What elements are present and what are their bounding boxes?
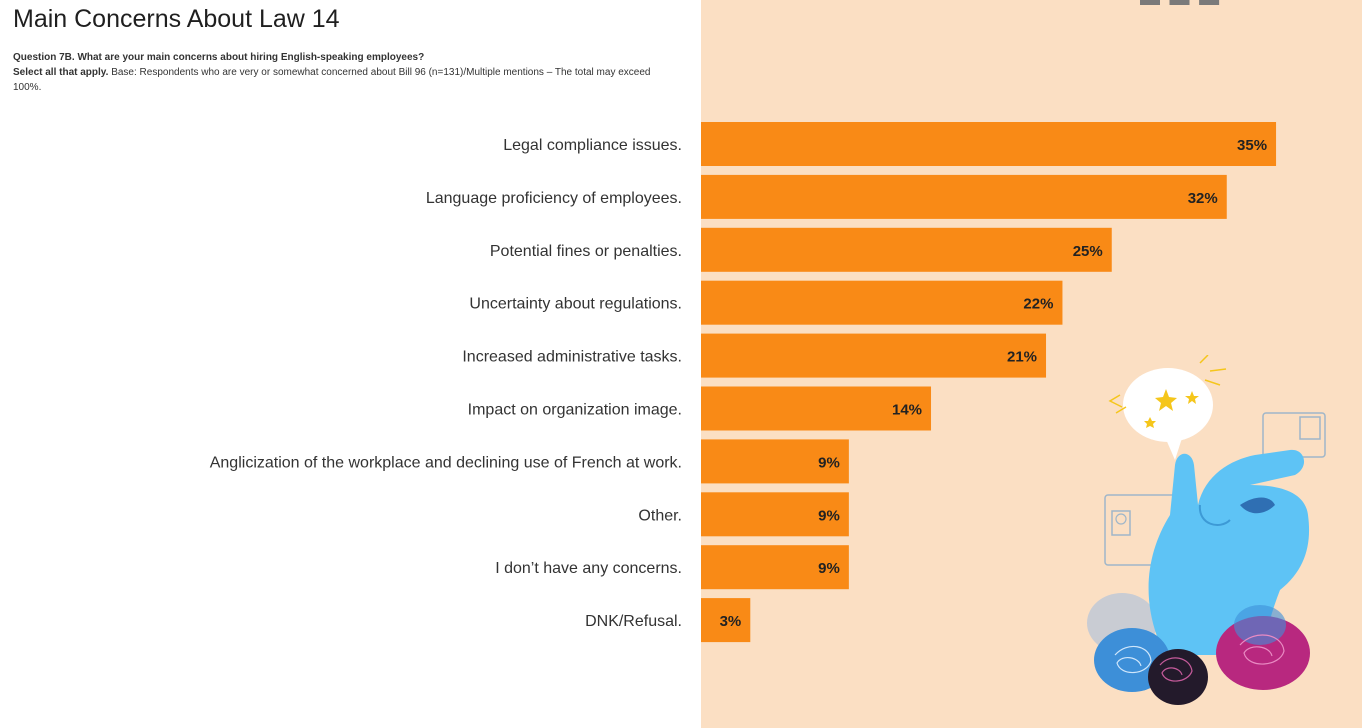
category-label: Legal compliance issues. [503,137,682,154]
bar [701,598,751,643]
category-label: Increased administrative tasks. [462,349,682,366]
bar [701,333,1047,378]
question-line: Question 7B. What are your main concerns… [13,52,425,63]
bar [701,122,1277,166]
category-label: Impact on organization image. [468,402,682,419]
category-label: Uncertainty about regulations. [469,296,682,313]
bar [701,492,849,537]
select-all-label: Select all that apply. [13,67,109,78]
bar [701,545,849,590]
value-label: 35% [1237,137,1267,154]
value-label: 14% [892,402,922,419]
bar [701,174,1227,219]
bar [701,386,932,431]
hand-with-speech-bubbles-illustration [1087,355,1326,705]
category-label: Language proficiency of employees. [426,190,682,207]
bar [701,439,849,484]
bar [701,280,1063,325]
base-text: Base: Respondents who are very or somewh… [13,67,651,93]
category-label: Anglicization of the workplace and decli… [210,454,682,471]
value-label: 32% [1188,190,1218,207]
category-label: Potential fines or penalties. [490,243,682,260]
category-label: Other. [638,507,682,524]
value-label: 3% [720,613,742,630]
category-label: DNK/Refusal. [585,613,682,630]
category-label: I don’t have any concerns. [495,560,682,577]
page-title: Main Concerns About Law 14 [13,5,340,33]
value-label: 9% [818,507,840,524]
bar [701,227,1112,272]
question-text: Question 7B. What are your main concerns… [13,50,673,95]
value-label: 25% [1073,243,1103,260]
value-label: 9% [818,560,840,577]
value-label: 22% [1023,296,1053,313]
brand-logo: ▬ ▬ ▬ [1140,0,1221,11]
value-label: 21% [1007,349,1037,366]
value-label: 9% [818,454,840,471]
